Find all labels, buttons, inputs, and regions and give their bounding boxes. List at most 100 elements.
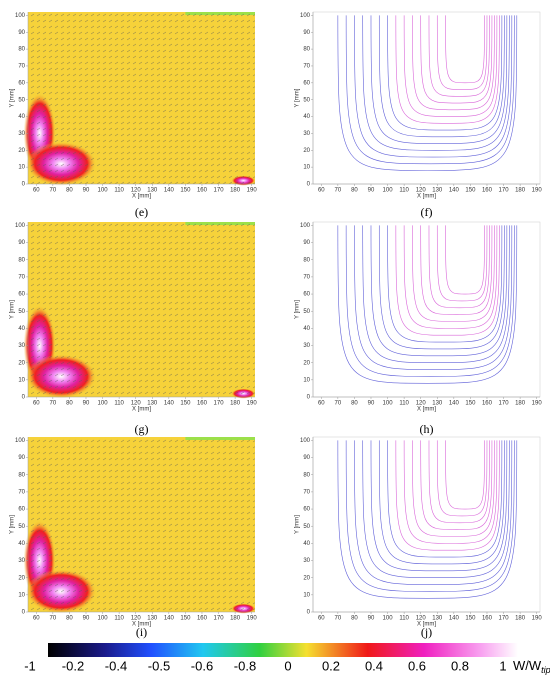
streamline bbox=[420, 440, 493, 530]
y-tick-label: 0 bbox=[307, 610, 311, 616]
streamline bbox=[395, 225, 500, 336]
x-tick-label: 60 bbox=[33, 401, 40, 407]
streamline bbox=[445, 440, 485, 510]
x-tick-label: 110 bbox=[114, 616, 124, 622]
y-tick-label: 70 bbox=[18, 274, 25, 280]
streamline bbox=[378, 440, 505, 565]
y-tick-label: 100 bbox=[15, 13, 26, 19]
x-tick-label: 100 bbox=[98, 188, 109, 194]
streamline bbox=[420, 15, 493, 104]
panel: 60 70 80 90 100 110 120 130 140 150 160 170 180 190 0 1… bbox=[10, 12, 257, 219]
x-tick-label: 60 bbox=[318, 401, 325, 407]
x-tick-label: 180 bbox=[515, 188, 526, 194]
y-tick-label: 50 bbox=[303, 524, 310, 530]
x-tick-label: 100 bbox=[98, 401, 109, 407]
y-tick-label: 100 bbox=[15, 223, 26, 229]
panel-label: (j) bbox=[421, 625, 432, 639]
y-tick-label: 60 bbox=[18, 292, 25, 298]
y-axis-label: Y [mm] bbox=[295, 88, 301, 107]
panel: 60 70 80 90 100 110 120 130 140 150 160 170 180 190 0 1… bbox=[10, 437, 258, 639]
streamline bbox=[370, 15, 508, 144]
y-tick-label: 80 bbox=[303, 47, 310, 53]
x-axis-label: X [mm] bbox=[132, 622, 151, 628]
streamline bbox=[337, 225, 518, 384]
x-axis-label: X [mm] bbox=[132, 194, 151, 200]
y-tick-label: 40 bbox=[18, 114, 25, 120]
y-tick-label: 20 bbox=[18, 360, 25, 366]
colorbar-label: -1 bbox=[24, 658, 36, 673]
colorbar-label: -0.4 bbox=[105, 658, 127, 673]
streamline bbox=[354, 15, 513, 158]
y-tick-label: 0 bbox=[307, 395, 311, 401]
y-tick-label: 70 bbox=[303, 489, 310, 495]
streamline bbox=[362, 440, 510, 578]
x-tick-label: 180 bbox=[515, 616, 526, 622]
y-tick-label: 50 bbox=[18, 309, 25, 315]
x-tick-label: 160 bbox=[197, 616, 208, 622]
y-tick-label: 60 bbox=[18, 80, 25, 86]
y-tick-label: 90 bbox=[303, 455, 310, 461]
y-tick-label: 40 bbox=[303, 326, 310, 332]
streamline bbox=[362, 225, 510, 363]
y-tick-label: 10 bbox=[18, 377, 25, 383]
streamline bbox=[395, 440, 500, 551]
y-tick-label: 40 bbox=[18, 326, 25, 332]
x-tick-label: 110 bbox=[399, 616, 409, 622]
streamline bbox=[354, 225, 513, 370]
x-tick-label: 150 bbox=[180, 188, 191, 194]
x-tick-label: 140 bbox=[164, 188, 175, 194]
streamline bbox=[387, 225, 503, 343]
y-tick-label: 10 bbox=[303, 165, 310, 171]
y-tick-label: 80 bbox=[18, 257, 25, 263]
x-tick-label: 170 bbox=[499, 188, 510, 194]
y-tick-label: 90 bbox=[303, 30, 310, 36]
y-tick-label: 100 bbox=[300, 223, 311, 229]
x-tick-label: 120 bbox=[416, 401, 427, 407]
x-tick-label: 190 bbox=[247, 616, 258, 622]
y-tick-label: 60 bbox=[303, 80, 310, 86]
y-tick-label: 20 bbox=[18, 148, 25, 154]
y-tick-label: 30 bbox=[18, 343, 25, 349]
x-tick-label: 190 bbox=[532, 188, 543, 194]
x-tick-label: 120 bbox=[131, 616, 142, 622]
x-tick-label: 90 bbox=[83, 401, 90, 407]
colorbar-label: -0.5 bbox=[148, 658, 170, 673]
y-axis-label: Y [mm] bbox=[10, 300, 16, 319]
y-tick-label: 100 bbox=[15, 438, 26, 444]
colorbar-label: 0.6 bbox=[408, 658, 426, 673]
y-tick-label: 10 bbox=[303, 377, 310, 383]
unit: W/W bbox=[513, 658, 542, 673]
colorbar-label: -0.6 bbox=[191, 658, 213, 673]
y-tick-label: 80 bbox=[18, 472, 25, 478]
x-tick-label: 170 bbox=[214, 616, 225, 622]
y-tick-label: 70 bbox=[303, 274, 310, 280]
y-axis-label: Y [mm] bbox=[295, 300, 301, 319]
x-axis-label: X [mm] bbox=[132, 407, 151, 413]
y-tick-label: 40 bbox=[303, 541, 310, 547]
x-tick-label: 110 bbox=[399, 188, 409, 194]
y-tick-label: 90 bbox=[18, 455, 25, 461]
streamline bbox=[387, 440, 503, 558]
x-tick-label: 80 bbox=[351, 401, 358, 407]
x-tick-label: 140 bbox=[164, 401, 175, 407]
streamline bbox=[428, 440, 490, 524]
streamline bbox=[403, 225, 498, 329]
y-tick-label: 90 bbox=[18, 240, 25, 246]
y-axis-label: Y [mm] bbox=[10, 88, 16, 107]
x-tick-label: 80 bbox=[66, 616, 73, 622]
streamline bbox=[445, 225, 485, 295]
streamline bbox=[354, 440, 513, 585]
x-tick-label: 170 bbox=[499, 616, 510, 622]
unit-subscript: tip bbox=[541, 665, 550, 675]
x-tick-label: 160 bbox=[197, 188, 208, 194]
x-tick-label: 190 bbox=[532, 401, 543, 407]
streamline bbox=[420, 225, 493, 315]
y-tick-label: 70 bbox=[18, 64, 25, 70]
streamline bbox=[387, 15, 503, 131]
y-tick-label: 80 bbox=[18, 47, 25, 53]
x-tick-label: 130 bbox=[432, 616, 443, 622]
x-tick-label: 140 bbox=[449, 616, 460, 622]
x-tick-label: 140 bbox=[164, 616, 175, 622]
x-tick-label: 60 bbox=[33, 188, 40, 194]
x-tick-label: 110 bbox=[399, 401, 409, 407]
